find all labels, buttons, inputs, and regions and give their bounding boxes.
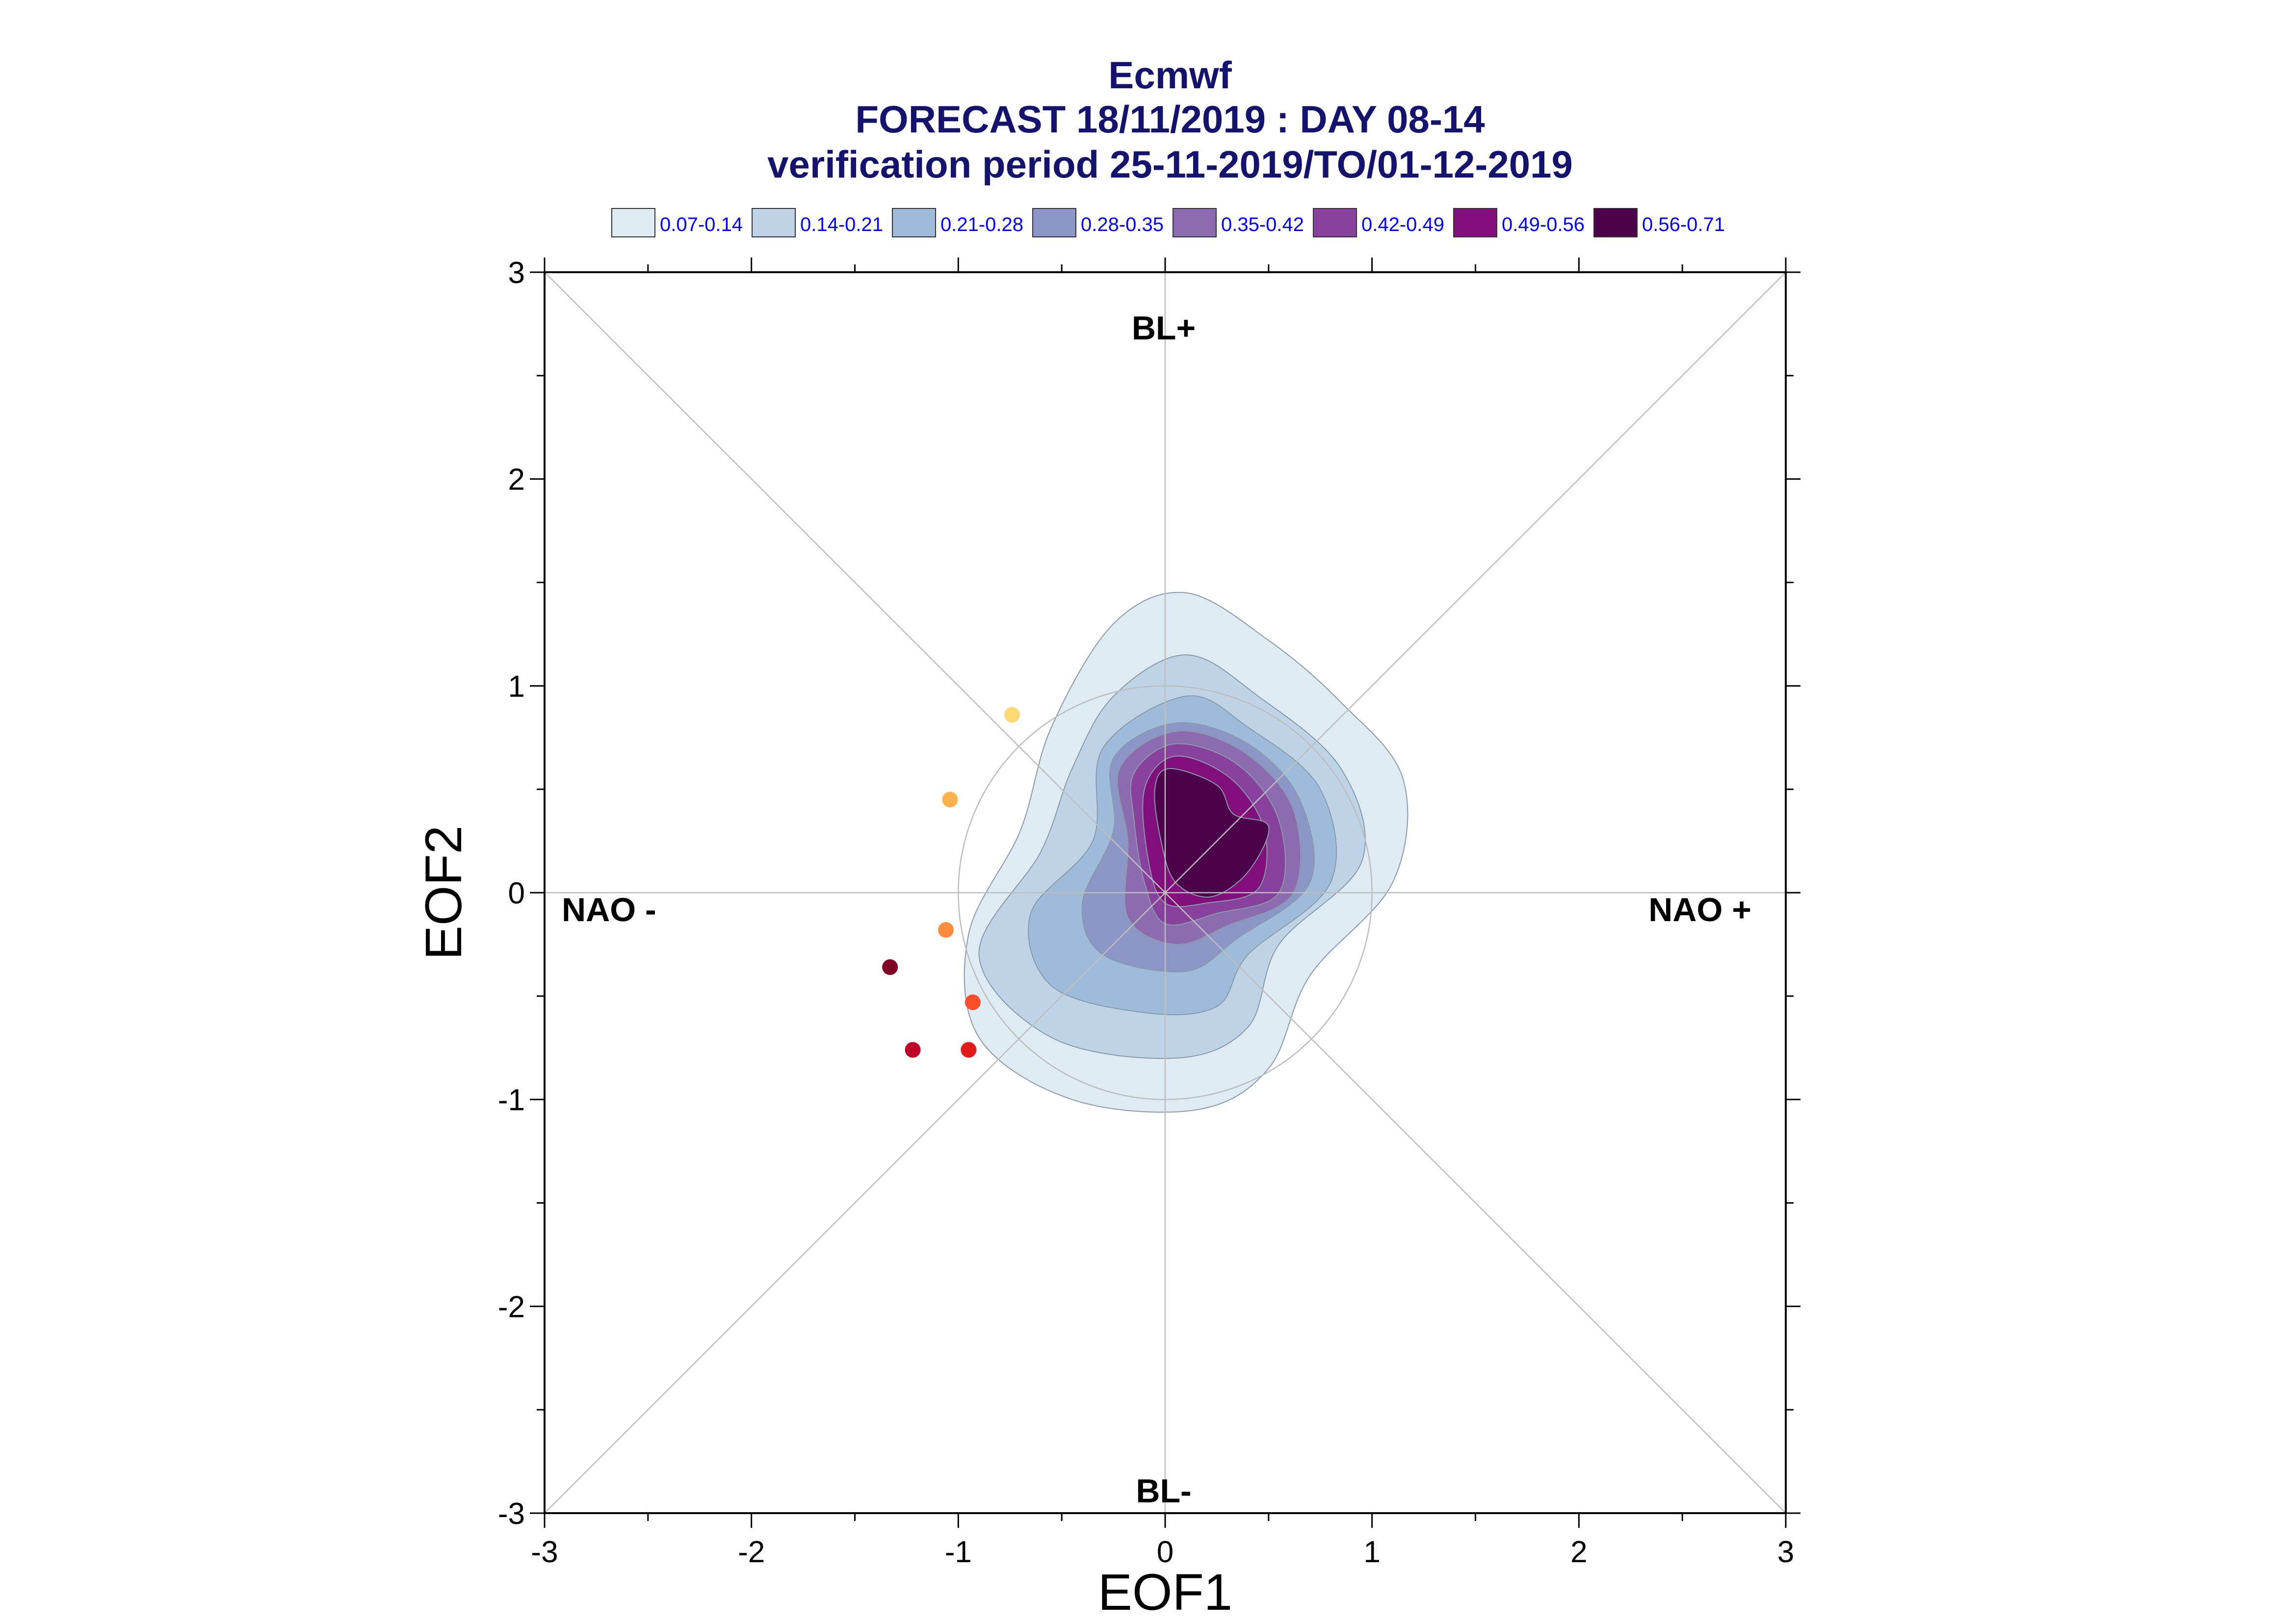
legend-label: 0.07-0.14 — [660, 214, 743, 235]
ensemble-point — [961, 1042, 977, 1058]
ensemble-point — [942, 792, 958, 808]
legend-swatch — [892, 208, 936, 237]
density-level-8 — [1154, 768, 1270, 898]
ensemble-point — [882, 959, 898, 975]
legend-label: 0.35-0.42 — [1221, 214, 1304, 235]
y-tick-label: 3 — [508, 256, 525, 290]
density-legend: 0.07-0.14 0.14-0.21 0.21-0.28 0.28-0.35 0.35… — [611, 208, 1725, 237]
regime-labels: BL+ BL- NAO - NAO + — [562, 309, 1751, 1510]
legend-swatch — [1032, 208, 1076, 237]
regime-label-bl-plus: BL+ — [1132, 309, 1196, 347]
legend-label: 0.14-0.21 — [800, 214, 883, 235]
title-line-3: verification period 25-11-2019/TO/01-12-… — [767, 143, 1573, 186]
regime-label-bl-minus: BL- — [1136, 1472, 1191, 1510]
x-tick-label: -1 — [945, 1535, 972, 1569]
x-tick-label: -2 — [738, 1535, 765, 1569]
y-tick-label: -3 — [498, 1497, 525, 1531]
x-tick-label: 1 — [1363, 1535, 1380, 1569]
legend-swatch — [611, 208, 655, 237]
y-tick-label: 1 — [508, 670, 525, 703]
regime-label-nao-minus: NAO - — [562, 891, 656, 928]
title-line-2: FORECAST 18/11/2019 : DAY 08-14 — [855, 98, 1485, 141]
x-axis-label: EOF1 — [1098, 1564, 1232, 1621]
ensemble-point — [965, 994, 981, 1010]
title-line-1: Ecmwf — [1108, 53, 1232, 97]
y-tick-label: -1 — [498, 1083, 525, 1117]
legend-swatch — [752, 208, 796, 237]
y-tick-label: 0 — [508, 876, 525, 910]
x-tick-label: 2 — [1570, 1535, 1587, 1569]
chart-title: Ecmwf FORECAST 18/11/2019 : DAY 08-14 ve… — [767, 53, 1573, 186]
ensemble-points — [882, 707, 1020, 1058]
legend-label: 0.21-0.28 — [940, 214, 1023, 235]
legend-swatch — [1453, 208, 1497, 237]
x-tick-label: 0 — [1157, 1535, 1174, 1569]
legend-swatch — [1593, 208, 1638, 237]
x-tick-label: -3 — [531, 1535, 558, 1569]
y-axis-label: EOF2 — [415, 825, 472, 960]
y-tick-label: -2 — [498, 1290, 525, 1324]
reference-circle — [958, 685, 1373, 1100]
y-tick-label: 2 — [508, 463, 525, 497]
plot-area: -3 -2 -1 0 1 2 3 -3 -2 -1 0 1 2 3 BL+ BL- NAO - NAO + — [498, 256, 1800, 1569]
axis-ticks: -3 -2 -1 0 1 2 3 -3 -2 -1 0 1 2 3 — [498, 256, 1800, 1569]
x-tick-label: 3 — [1777, 1535, 1794, 1569]
legend-label: 0.28-0.35 — [1081, 214, 1164, 235]
guide-lines — [544, 272, 1786, 1514]
legend-label: 0.56-0.71 — [1642, 214, 1725, 235]
ensemble-point — [905, 1042, 921, 1058]
legend-swatch — [1313, 208, 1357, 237]
ensemble-point — [1004, 707, 1020, 723]
ensemble-point — [938, 922, 954, 938]
legend-label: 0.42-0.49 — [1361, 214, 1444, 235]
legend-swatch — [1173, 208, 1217, 237]
regime-label-nao-plus: NAO + — [1648, 891, 1751, 928]
legend-label: 0.49-0.56 — [1502, 214, 1585, 235]
diagonal-line-2 — [544, 272, 1786, 1514]
